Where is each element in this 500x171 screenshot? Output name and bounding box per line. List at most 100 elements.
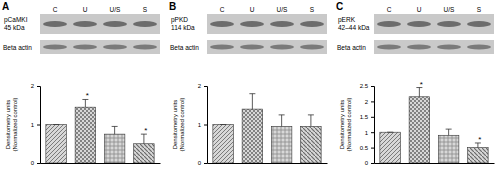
lane-axis: CUU/SS — [53, 6, 148, 13]
y-axis: 0 0.5 1 1.5 2 2.5 — [360, 83, 375, 166]
y-tick: 2 — [365, 99, 374, 105]
lane-label: S — [143, 6, 148, 13]
y-tick-mark — [204, 86, 207, 87]
y-tick: 0 — [31, 160, 40, 166]
blot-band — [407, 21, 431, 27]
error-line — [310, 115, 311, 127]
lane-label: C — [53, 6, 58, 13]
y-axis-title: Densitometry units(Normalized control) — [172, 97, 185, 151]
bar — [46, 125, 66, 164]
y-axis-title-line: Densitometry units — [5, 100, 11, 150]
plot-area — [46, 99, 154, 163]
y-tick: 1 — [31, 122, 40, 128]
y-tick: 1 — [365, 130, 374, 136]
plot-area — [380, 88, 488, 163]
lane-axis: CUU/SS — [387, 6, 482, 13]
y-tick-mark — [371, 117, 374, 118]
y-tick-label: 0 — [198, 160, 202, 166]
bar — [468, 148, 488, 163]
significance: * — [86, 91, 89, 100]
x-axis — [375, 163, 495, 164]
y-axis-title-line: (Normalized control) — [346, 97, 352, 151]
bar — [75, 107, 95, 163]
bar — [438, 135, 458, 163]
error-line — [143, 134, 144, 144]
y-axis-title-line: Densitometry units — [172, 100, 178, 150]
error-line — [419, 88, 420, 97]
blot-band — [210, 21, 234, 27]
blot-label: pCaMKI — [4, 16, 28, 24]
y-tick: 0 — [365, 160, 374, 166]
blot-band — [133, 21, 157, 27]
x-axis — [41, 163, 161, 164]
blot-band — [467, 21, 491, 27]
y-tick-mark — [37, 86, 40, 87]
bar — [301, 126, 321, 163]
significance: * — [144, 126, 147, 135]
y-tick-label: 1 — [365, 130, 369, 136]
y-tick-mark — [371, 86, 374, 87]
lane-tick: U — [417, 6, 422, 13]
y-tick-label: 2 — [198, 83, 202, 89]
blot-label: pPKD — [171, 16, 188, 24]
x-axis-line — [375, 163, 495, 164]
y-tick: 1.5 — [360, 114, 374, 120]
error-bar — [387, 132, 393, 133]
lane-label: U/S — [444, 6, 456, 13]
error-cap — [112, 126, 118, 127]
panel: BCUU/SSpPKD114 kDaBeta actinDensitometry… — [169, 1, 328, 166]
blot-band — [467, 45, 491, 50]
error-line — [448, 129, 449, 135]
error-cap — [220, 124, 226, 125]
y-axis-title-line: (Normalized control) — [179, 97, 185, 151]
panel-label: B — [169, 1, 176, 12]
lane-tick: U/S — [277, 6, 289, 13]
lane-label: U — [417, 6, 422, 13]
y-tick: 1 — [198, 122, 207, 128]
panel: ACUU/SSpCaMKI45 kDaBeta actinDensitometr… — [2, 1, 161, 166]
bar — [409, 97, 429, 163]
blot-band — [240, 45, 264, 50]
lane-label: U/S — [277, 6, 289, 13]
blot-band — [210, 45, 234, 50]
blot-label: 45 kDa — [4, 24, 25, 31]
lane-tick: S — [477, 6, 482, 13]
y-axis-title: Densitometry units(Normalized control) — [5, 97, 18, 151]
bar — [104, 134, 124, 163]
y-axis: 0 1 2 — [31, 83, 41, 166]
lane-label: C — [220, 6, 225, 13]
y-axis-line — [37, 87, 41, 164]
error-cap — [279, 114, 285, 115]
error-bar — [220, 124, 226, 125]
error-line — [85, 99, 86, 107]
y-tick-label: 2.5 — [360, 83, 369, 89]
y-tick-mark — [37, 125, 40, 126]
blot-band — [133, 45, 157, 50]
error-bar — [53, 124, 59, 125]
lane-label: U — [250, 6, 255, 13]
y-tick-label: 0.5 — [360, 145, 369, 151]
blot-band — [437, 45, 461, 50]
lane-axis: C U U/S S — [220, 6, 315, 13]
blot-band — [103, 45, 127, 50]
bar — [271, 126, 291, 163]
bar — [242, 109, 262, 163]
y-tick: 0.5 — [360, 145, 374, 151]
blot-band — [377, 45, 401, 50]
y-tick: 2.5 — [360, 83, 374, 89]
error-cap — [53, 124, 59, 125]
lane-label: U/S — [110, 6, 122, 13]
lane-tick: S — [310, 6, 315, 13]
blot — [207, 40, 327, 54]
y-tick-label: 2 — [31, 83, 35, 89]
blot-band — [73, 21, 97, 27]
y-tick-mark — [371, 101, 374, 102]
blot-band — [103, 21, 127, 27]
y-tick-mark — [37, 163, 40, 164]
bar — [134, 144, 154, 163]
blot-band — [270, 45, 294, 50]
blot-band — [377, 21, 401, 27]
y-tick-mark — [371, 148, 374, 149]
x-axis-line — [41, 163, 161, 164]
blot-label: Beta actin — [3, 44, 32, 51]
